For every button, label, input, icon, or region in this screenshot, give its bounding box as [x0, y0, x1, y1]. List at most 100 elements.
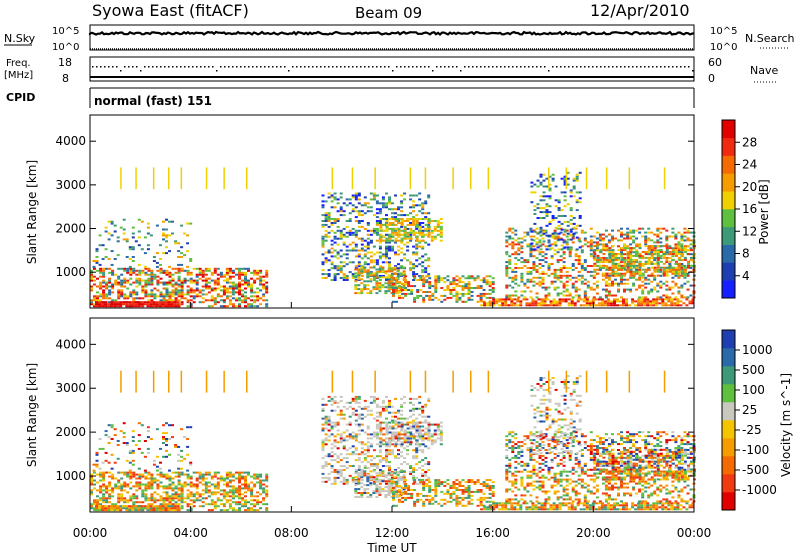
- nave-point: [612, 66, 614, 68]
- power-cell: [150, 295, 154, 298]
- power-cell: [177, 285, 181, 288]
- power-cell: [216, 283, 220, 286]
- power-cell: [662, 270, 666, 273]
- velocity-cell: [90, 503, 93, 506]
- power-cell: [443, 289, 447, 291]
- power-cell: [164, 303, 168, 306]
- power-cell: [416, 294, 420, 297]
- velocity-cell: [153, 491, 157, 494]
- power-cell: [372, 259, 376, 262]
- power-cell: [400, 233, 404, 236]
- power-cell: [520, 278, 524, 281]
- power-cell: [574, 280, 578, 283]
- power-cell: [104, 226, 108, 229]
- velocity-cell: [204, 489, 208, 492]
- power-cell: [327, 192, 331, 195]
- power-cell: [517, 249, 521, 252]
- power-cell: [520, 247, 524, 250]
- power-cell: [394, 223, 398, 226]
- velocity-cell: [177, 459, 181, 462]
- power-cell: [677, 231, 681, 234]
- power-cell: [629, 249, 633, 252]
- power-cell: [485, 283, 489, 286]
- power-cell: [686, 288, 690, 291]
- velocity-cell: [372, 469, 376, 471]
- power-cell: [357, 225, 361, 228]
- power-cell: [436, 223, 440, 226]
- power-cell: [253, 305, 257, 308]
- velocity-cell: [360, 461, 364, 464]
- y-tick-label: 3000: [55, 178, 86, 192]
- power-cell: [385, 218, 388, 220]
- power-cell: [446, 296, 450, 299]
- velocity-cell: [342, 437, 346, 440]
- power-cell: [201, 301, 205, 304]
- power-cell: [372, 279, 376, 281]
- power-cell: [162, 232, 165, 235]
- power-cell: [617, 257, 620, 260]
- power-cell: [363, 202, 367, 205]
- velocity-cell: [265, 489, 269, 492]
- power-cell: [409, 239, 413, 242]
- power-cell: [617, 249, 621, 252]
- power-cell: [433, 235, 437, 238]
- velocity-cell: [111, 489, 115, 492]
- power-cell: [563, 181, 567, 184]
- velocity-cell: [375, 419, 379, 422]
- velocity-cell: [222, 497, 226, 500]
- power-cell: [228, 269, 232, 272]
- velocity-cell: [330, 403, 334, 406]
- power-cell: [422, 300, 426, 303]
- velocity-cell: [180, 501, 184, 504]
- power-cell: [404, 281, 408, 284]
- power-cell: [381, 206, 385, 209]
- power-cell: [327, 225, 331, 228]
- velocity-cell: [107, 507, 111, 510]
- power-cell: [545, 195, 549, 198]
- velocity-cell: [162, 473, 166, 476]
- velocity-cell: [165, 438, 168, 440]
- velocity-cell: [141, 473, 145, 476]
- power-cell: [394, 218, 398, 220]
- power-cell: [592, 288, 596, 291]
- power-cell: [421, 247, 425, 250]
- velocity-cell: [131, 509, 135, 512]
- power-cell: [532, 280, 536, 283]
- velocity-cell: [388, 453, 391, 456]
- power-cell: [427, 227, 431, 230]
- power-cell: [557, 224, 561, 227]
- power-cell: [617, 239, 620, 242]
- velocity-cell: [360, 407, 364, 410]
- velocity-cell: [397, 449, 400, 452]
- power-cell: [219, 285, 223, 288]
- power-cell: [553, 274, 557, 277]
- power-cell: [198, 291, 202, 294]
- power-cell: [153, 273, 157, 276]
- power-cell: [213, 283, 217, 286]
- power-cell: [95, 301, 98, 304]
- power-cell: [422, 277, 426, 280]
- power-cell: [375, 272, 379, 275]
- power-cell: [467, 289, 471, 291]
- power-cell: [656, 241, 660, 244]
- power-cell: [327, 231, 331, 234]
- power-cell: [532, 267, 536, 269]
- nave-point: [300, 66, 302, 68]
- velocity-cell: [333, 480, 337, 483]
- power-cell: [174, 281, 178, 284]
- power-cell: [659, 249, 663, 252]
- velocity-cell: [321, 457, 325, 460]
- power-cell: [102, 269, 106, 272]
- power-cell: [392, 291, 395, 293]
- velocity-cell: [180, 505, 184, 508]
- power-cell: [159, 258, 162, 260]
- power-cell: [680, 249, 684, 252]
- power-cell: [416, 291, 420, 293]
- power-cell: [613, 304, 616, 307]
- power-cell: [415, 204, 419, 207]
- power-cell: [104, 230, 108, 233]
- power-cell: [539, 244, 543, 247]
- velocity-cell: [105, 491, 109, 494]
- power-cell: [387, 270, 391, 273]
- velocity-cell: [146, 430, 150, 433]
